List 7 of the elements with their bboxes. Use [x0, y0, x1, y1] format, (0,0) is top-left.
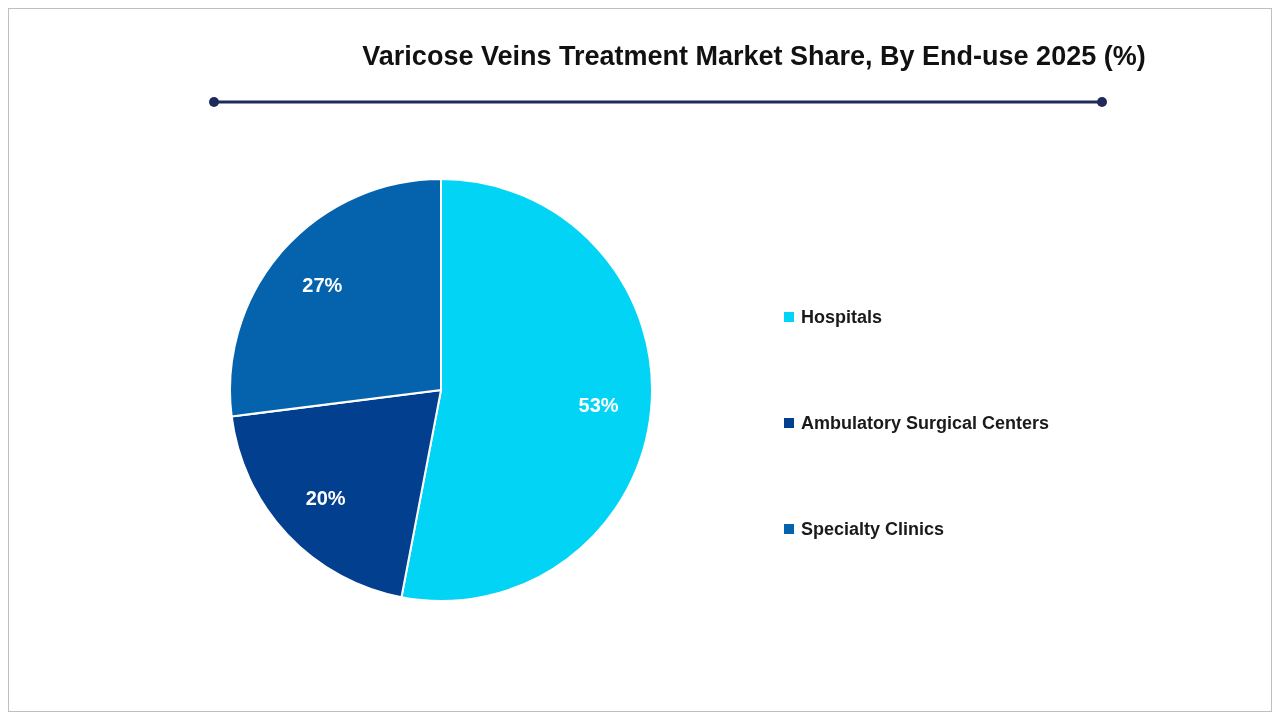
legend-label: Hospitals: [801, 306, 883, 328]
chart-title: Varicose Veins Treatment Market Share, By End-use 2025 (%): [361, 41, 1147, 72]
data-label: 20%: [305, 487, 346, 510]
data-label: 53%: [578, 393, 619, 416]
legend-label: Specialty Clinics: [801, 518, 945, 540]
legend-label: Ambulatory Surgical Centers: [801, 412, 1050, 434]
data-label: 27%: [302, 274, 343, 297]
